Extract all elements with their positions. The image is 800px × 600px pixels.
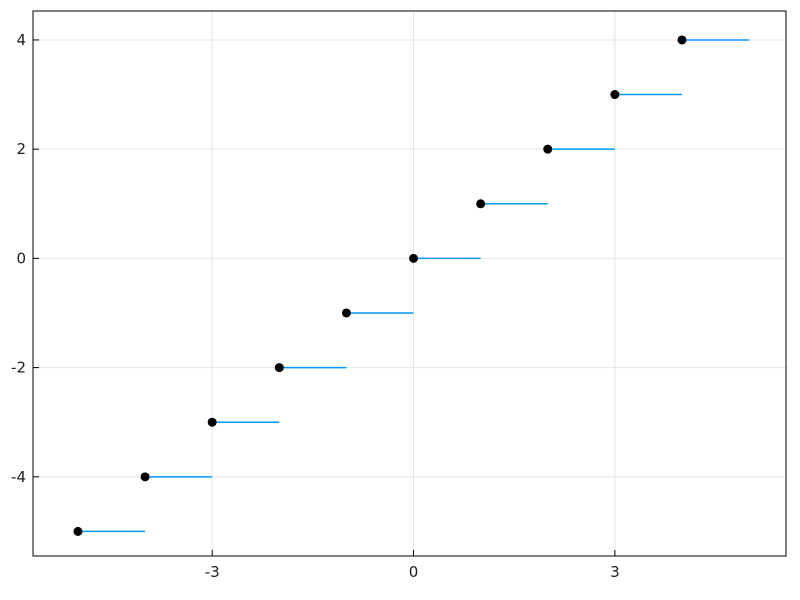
data-point xyxy=(543,144,553,154)
y-tick-label: 2 xyxy=(16,140,26,158)
data-point xyxy=(73,526,83,536)
y-tick-label: -2 xyxy=(11,359,26,377)
y-tick-label: 4 xyxy=(16,31,26,49)
plot-frame xyxy=(32,10,787,557)
data-point xyxy=(476,199,486,209)
data-point xyxy=(610,90,620,100)
x-tick-label: 3 xyxy=(610,563,620,581)
data-point xyxy=(140,472,150,482)
x-tick-label: 0 xyxy=(409,563,419,581)
y-tick-label: -4 xyxy=(11,468,26,486)
data-point xyxy=(207,417,217,427)
y-tick-label: 0 xyxy=(16,249,26,267)
x-tick-label: -3 xyxy=(205,563,220,581)
data-point xyxy=(409,253,419,263)
data-point xyxy=(274,363,284,373)
data-point xyxy=(341,308,351,318)
data-point xyxy=(677,35,687,45)
